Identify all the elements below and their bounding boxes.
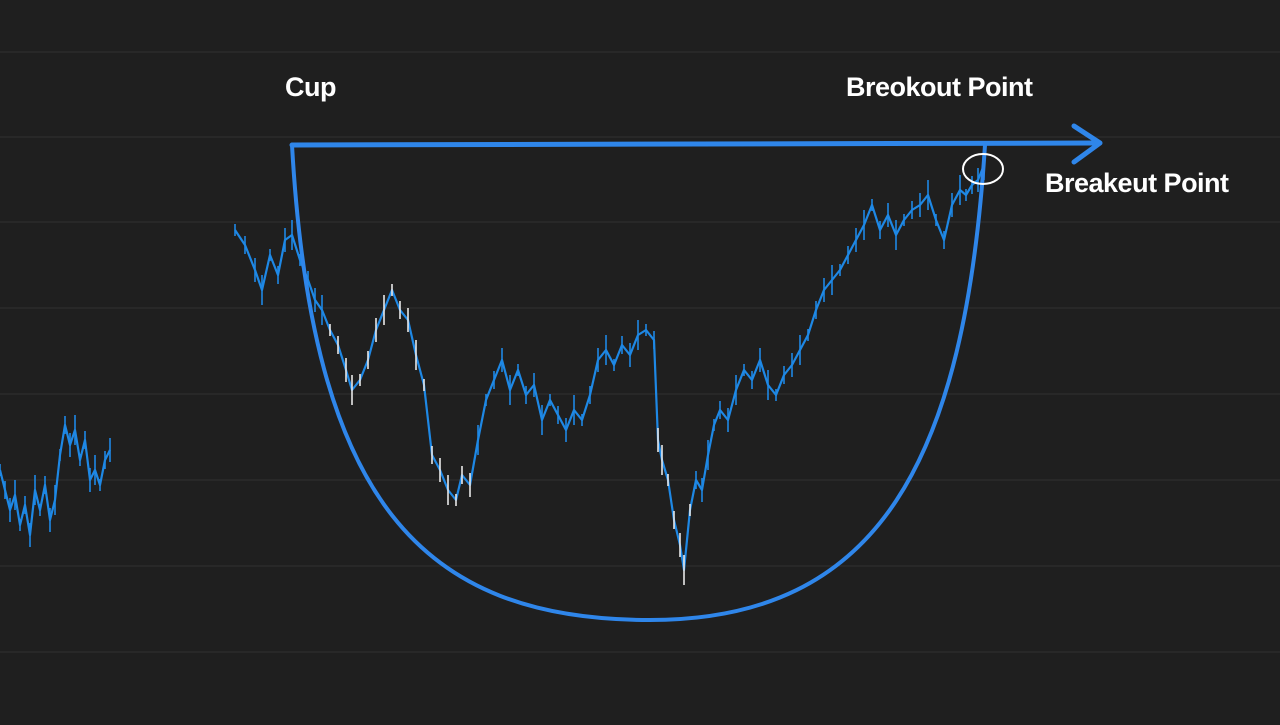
breakout-label-right: Breakeut Point — [1045, 168, 1229, 198]
price-line-main — [234, 164, 986, 572]
cup-curve — [290, 143, 987, 623]
cup-label: Cup — [285, 72, 336, 102]
resistance-arrowhead — [1071, 123, 1103, 165]
breakout-label-top: Breokout Point — [846, 72, 1033, 102]
breakout-highlight-circle — [962, 153, 1004, 185]
resistance-line — [289, 140, 1099, 148]
